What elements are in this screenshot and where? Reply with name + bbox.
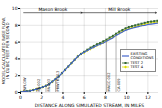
svg-text:PA-003: PA-003 bbox=[47, 79, 51, 91]
svg-text:PRWTR-013: PRWTR-013 bbox=[56, 71, 60, 92]
svg-text:10: 10 bbox=[12, 6, 18, 11]
svg-text:Mason Brook: Mason Brook bbox=[38, 7, 67, 12]
html-text:EXISTING CONDITIONS: EXISTING CONDITIONS bbox=[130, 51, 154, 60]
svg-text:4: 4 bbox=[15, 56, 18, 61]
svg-text:MAGC-002: MAGC-002 bbox=[107, 73, 111, 92]
svg-text:0: 0 bbox=[15, 90, 18, 95]
svg-text:Mill Brook: Mill Brook bbox=[108, 7, 130, 12]
svg-text:INFLOW: INFLOW bbox=[23, 77, 27, 92]
html-text:TEST 4: TEST 4 bbox=[130, 65, 143, 70]
svg-text:PR-002: PR-002 bbox=[37, 79, 41, 92]
svg-text:2: 2 bbox=[15, 73, 18, 78]
svg-text:DISTANCE ALONG SIMULATED STREA: DISTANCE ALONG SIMULATED STREAM, IN MILE… bbox=[35, 103, 144, 108]
svg-text:4: 4 bbox=[62, 95, 65, 100]
svg-text:2: 2 bbox=[40, 95, 43, 100]
svg-text:6: 6 bbox=[15, 40, 18, 45]
html-text:TEST 2: TEST 2 bbox=[130, 60, 143, 65]
svg-text:0: 0 bbox=[19, 95, 22, 100]
svg-text:10: 10 bbox=[124, 95, 130, 100]
svg-text:CA-009: CA-009 bbox=[117, 78, 121, 92]
svg-text:6: 6 bbox=[83, 95, 86, 100]
svg-text:8: 8 bbox=[15, 23, 18, 28]
svg-text:12: 12 bbox=[145, 95, 151, 100]
svg-text:8: 8 bbox=[104, 95, 107, 100]
svg-text:MODEL-CALCULATED BASE FLOW,IN: MODEL-CALCULATED BASE FLOW,IN CUBIC FEET… bbox=[1, 17, 10, 85]
